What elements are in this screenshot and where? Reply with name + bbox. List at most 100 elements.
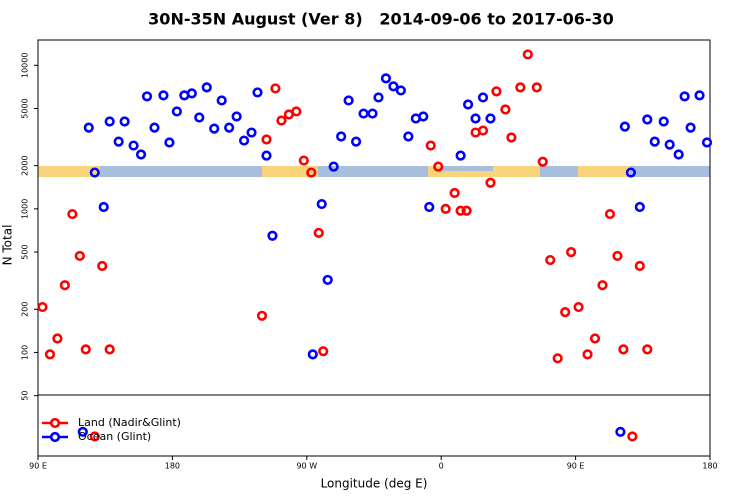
data-point <box>477 92 489 103</box>
data-point <box>552 353 563 364</box>
y-tick-label: 5000 <box>21 98 30 118</box>
data-point <box>37 301 48 313</box>
data-point <box>276 115 287 126</box>
data-point <box>328 161 339 172</box>
data-point <box>433 161 444 172</box>
data-point <box>104 344 115 355</box>
data-point <box>74 250 85 262</box>
data-point <box>560 306 571 318</box>
data-point <box>604 208 616 220</box>
data-point <box>318 346 329 357</box>
data-point <box>83 122 94 133</box>
data-point <box>256 310 268 321</box>
data-point <box>388 81 399 92</box>
data-point <box>358 108 369 119</box>
data-point <box>291 106 302 117</box>
data-point <box>298 155 309 166</box>
data-point <box>270 83 281 94</box>
data-point <box>373 92 384 103</box>
chart-title: 30N-35N August (Ver 8) 2014-09-06 to 201… <box>148 10 614 29</box>
data-point <box>664 139 675 150</box>
x-tick-label: 180 <box>702 462 717 471</box>
data-point <box>461 205 472 216</box>
y-axis-label: N Total <box>1 225 15 266</box>
data-point <box>135 149 147 160</box>
data-point <box>566 246 577 258</box>
legend-label: Ocean (Glint) <box>78 430 151 443</box>
data-point <box>80 344 91 355</box>
data-point <box>171 106 182 117</box>
legend-label: Land (Nadir&Glint) <box>78 416 181 429</box>
data-point <box>89 167 100 178</box>
y-tick-label: 100 <box>21 345 30 360</box>
data-point <box>261 134 272 145</box>
data-point <box>634 201 645 213</box>
data-point <box>673 149 684 160</box>
x-tick-label: 90 E <box>29 462 47 471</box>
data-point <box>44 349 56 360</box>
data-point <box>612 250 623 262</box>
data-point <box>658 116 669 127</box>
data-point <box>455 205 466 216</box>
data-point <box>403 131 414 142</box>
data-point <box>589 333 601 344</box>
data-point <box>231 111 242 122</box>
y-tick-label: 1000 <box>21 199 30 219</box>
x-tick-label: 0 <box>439 462 444 471</box>
data-point <box>642 114 653 125</box>
data-point <box>485 177 496 188</box>
data-point <box>582 349 593 360</box>
data-point <box>343 95 354 106</box>
data-point <box>149 122 160 133</box>
data-point <box>119 116 130 127</box>
data-point <box>531 82 542 93</box>
data-point <box>634 260 645 272</box>
data-point <box>627 431 638 442</box>
x-axis-label: Longitude (deg E) <box>321 477 428 491</box>
data-point <box>625 167 636 178</box>
data-point <box>350 136 362 147</box>
data-point <box>425 140 436 151</box>
legend-marker <box>49 417 61 429</box>
data-point <box>395 85 406 96</box>
data-point <box>491 86 502 97</box>
data-point <box>380 73 392 84</box>
data-point <box>618 344 629 355</box>
data-point <box>306 167 317 178</box>
data-point <box>194 112 205 123</box>
data-point <box>238 135 250 146</box>
x-tick-label: 180 <box>165 462 180 471</box>
data-point <box>267 230 278 241</box>
data-point <box>649 136 660 147</box>
data-point <box>77 426 88 437</box>
data-point <box>113 136 124 147</box>
legend-marker <box>49 431 61 443</box>
data-point <box>485 113 496 124</box>
data-point <box>462 99 474 110</box>
data-point <box>615 426 626 437</box>
data-point <box>307 349 318 360</box>
data-point <box>470 113 481 124</box>
data-point <box>141 91 153 102</box>
data-point <box>322 274 333 286</box>
data-point <box>685 122 696 133</box>
data-point <box>97 260 108 272</box>
land-ocean-strip <box>38 166 710 177</box>
x-tick-label: 90 E <box>567 462 585 471</box>
data-point <box>449 187 460 199</box>
y-tick-label: 50 <box>21 391 30 401</box>
y-tick-label: 500 <box>21 244 30 259</box>
y-tick-label: 2000 <box>21 155 30 175</box>
plot-frame <box>37 39 711 457</box>
data-point <box>506 132 517 143</box>
data-point <box>477 125 489 136</box>
data-point <box>367 108 378 119</box>
x-tick-label: 90 W <box>296 462 317 471</box>
data-point <box>537 156 548 167</box>
data-point <box>679 91 690 102</box>
data-point <box>418 111 429 122</box>
data-point <box>52 333 63 344</box>
data-point <box>694 90 705 101</box>
data-point <box>158 90 169 101</box>
